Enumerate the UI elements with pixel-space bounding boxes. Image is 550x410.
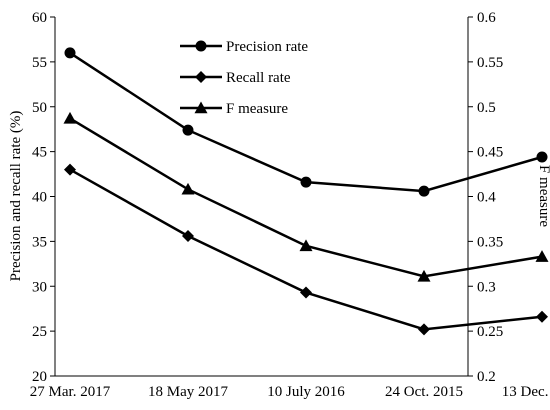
y-left-tick-label: 25 bbox=[32, 324, 47, 340]
y-right-tick-label: 0.45 bbox=[477, 145, 503, 161]
data-point bbox=[300, 286, 312, 299]
data-point bbox=[64, 47, 76, 59]
data-point bbox=[536, 151, 548, 163]
y-right-tick-label: 0.3 bbox=[477, 279, 496, 295]
y-axis-left-title: Precision and recall rate (%) bbox=[8, 111, 24, 282]
legend-marker bbox=[195, 71, 207, 83]
legend-entry: F measure bbox=[180, 101, 288, 117]
y-left-tick-label: 45 bbox=[32, 145, 47, 161]
legend-marker bbox=[194, 101, 208, 114]
data-point bbox=[63, 111, 77, 124]
series-precision-rate bbox=[64, 47, 548, 197]
y-right-tick-label: 0.4 bbox=[477, 190, 496, 206]
y-left-tick-label: 20 bbox=[32, 369, 47, 385]
data-point bbox=[418, 185, 430, 197]
legend-label: Recall rate bbox=[226, 70, 291, 86]
data-point bbox=[181, 182, 195, 195]
x-tick-label: 13 Dec. 2016 bbox=[502, 384, 550, 400]
x-tick-label: 10 July 2016 bbox=[267, 384, 345, 400]
series-line bbox=[69, 51, 543, 193]
chart-axes: 20 25 30 35 40 45 50 55 60 0.2 0.25 0.3 0.35 0.4 0.45 0… bbox=[30, 10, 550, 400]
data-point bbox=[417, 269, 431, 282]
x-tick-label: 18 May 2017 bbox=[148, 384, 228, 400]
x-tick-label: 27 Mar. 2017 bbox=[30, 384, 111, 400]
data-point bbox=[536, 310, 548, 323]
chart-legend: Precision rate Recall rate F measure bbox=[180, 39, 308, 117]
series-line bbox=[69, 117, 543, 278]
y-right-tick-label: 0.2 bbox=[477, 369, 496, 385]
y-left-tick-label: 55 bbox=[32, 55, 47, 71]
y-left-tick-label: 35 bbox=[32, 234, 47, 250]
y-left-tick-label: 30 bbox=[32, 279, 47, 295]
y-right-tick-label: 0.6 bbox=[477, 10, 496, 26]
legend-label: F measure bbox=[226, 101, 288, 117]
data-point bbox=[535, 250, 549, 262]
y-right-tick-label: 0.55 bbox=[477, 55, 503, 71]
data-point bbox=[300, 176, 312, 188]
y-left-tick-label: 50 bbox=[32, 100, 47, 116]
data-point bbox=[418, 323, 430, 336]
y-right-tick-label: 0.5 bbox=[477, 100, 496, 116]
y-left-tick-label: 60 bbox=[32, 10, 47, 26]
y-right-tick-label: 0.35 bbox=[477, 234, 503, 250]
data-point bbox=[299, 239, 313, 252]
y-axis-right-title: F measure bbox=[536, 165, 550, 227]
series-f-measure bbox=[63, 111, 549, 282]
y-right-tick-label: 0.25 bbox=[477, 324, 503, 340]
series-recall-rate bbox=[64, 163, 548, 336]
data-point bbox=[64, 163, 76, 176]
legend-marker bbox=[195, 40, 207, 52]
data-point bbox=[182, 124, 194, 136]
legend-label: Precision rate bbox=[226, 39, 308, 55]
legend-entry: Precision rate bbox=[180, 39, 308, 55]
chart-series bbox=[63, 47, 549, 336]
legend-entry: Recall rate bbox=[180, 70, 291, 86]
data-point bbox=[182, 229, 194, 242]
y-left-tick-label: 40 bbox=[32, 190, 47, 206]
x-tick-label: 24 Oct. 2015 bbox=[385, 384, 463, 400]
